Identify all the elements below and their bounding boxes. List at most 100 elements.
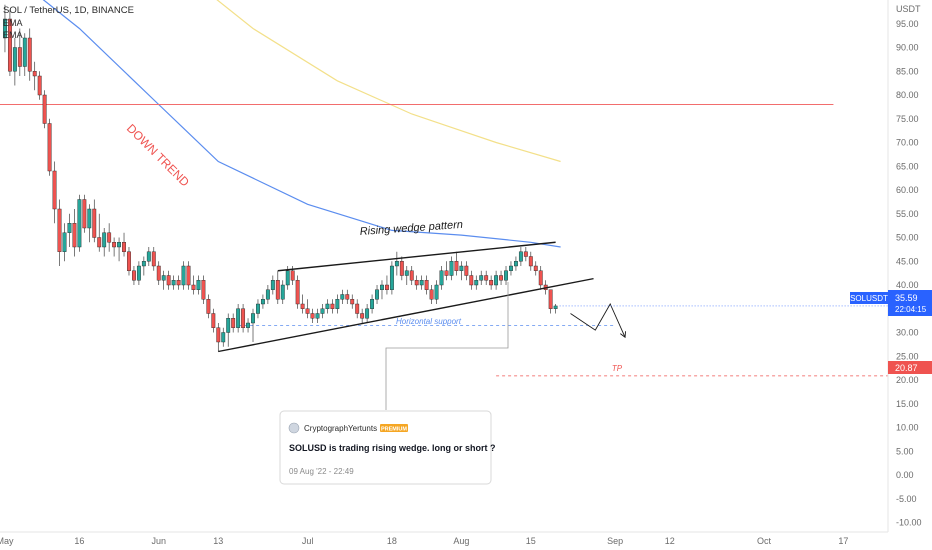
candle[interactable] — [474, 275, 479, 290]
candle[interactable] — [394, 251, 399, 276]
candle[interactable] — [181, 261, 186, 290]
candle[interactable] — [439, 266, 444, 290]
wedge-upper-line[interactable] — [277, 241, 556, 272]
candle[interactable] — [305, 299, 310, 319]
candle[interactable] — [166, 270, 171, 290]
candle[interactable] — [117, 237, 121, 262]
candle[interactable] — [67, 213, 72, 247]
candle[interactable] — [127, 247, 131, 276]
wedge-lower-line[interactable] — [218, 277, 594, 353]
candle[interactable] — [57, 199, 62, 267]
candle[interactable] — [141, 256, 146, 276]
idea-title[interactable]: SOLUSD is trading rising wedge. long or … — [289, 443, 496, 453]
author-name[interactable]: CryptographYertunts — [304, 424, 377, 433]
candle[interactable] — [484, 270, 489, 285]
candle[interactable] — [370, 294, 375, 314]
candle[interactable] — [355, 299, 360, 319]
candle[interactable] — [72, 209, 77, 257]
candle[interactable] — [211, 308, 216, 333]
idea-card[interactable]: CryptographYertunts PREMIUM SOLUSD is tr… — [279, 410, 496, 485]
candle[interactable] — [419, 275, 424, 290]
candle[interactable] — [345, 289, 350, 304]
candle[interactable] — [176, 275, 181, 290]
candle[interactable] — [280, 280, 285, 304]
candle[interactable] — [409, 266, 414, 285]
candle[interactable] — [375, 285, 379, 304]
candle[interactable] — [156, 261, 161, 285]
candle[interactable] — [42, 90, 47, 129]
candle[interactable] — [360, 308, 365, 323]
candle[interactable] — [191, 275, 196, 295]
candle[interactable] — [241, 304, 246, 333]
candle[interactable] — [509, 261, 513, 276]
candle[interactable] — [325, 299, 330, 314]
candle[interactable] — [538, 266, 543, 290]
candle[interactable] — [523, 247, 528, 262]
candle[interactable] — [365, 304, 370, 323]
candle[interactable] — [122, 232, 126, 257]
candle[interactable] — [52, 161, 57, 224]
candle[interactable] — [533, 261, 538, 276]
candle[interactable] — [489, 275, 494, 290]
candle[interactable] — [479, 270, 484, 285]
candle[interactable] — [3, 4, 7, 53]
candle[interactable] — [136, 261, 141, 285]
candle[interactable] — [77, 194, 82, 252]
candle[interactable] — [196, 275, 201, 295]
candle[interactable] — [251, 308, 255, 342]
candle[interactable] — [22, 33, 27, 76]
candle[interactable] — [231, 313, 236, 333]
candle[interactable] — [414, 275, 419, 290]
candle[interactable] — [226, 313, 231, 347]
candle[interactable] — [275, 270, 280, 304]
candle[interactable] — [385, 275, 389, 295]
candle[interactable] — [171, 275, 176, 290]
candle[interactable] — [206, 294, 211, 319]
candle[interactable] — [32, 61, 37, 91]
candle[interactable] — [464, 261, 469, 281]
candle[interactable] — [434, 280, 439, 304]
candle[interactable] — [7, 9, 12, 77]
candle[interactable] — [330, 299, 335, 314]
candle[interactable] — [380, 280, 384, 300]
candle[interactable] — [513, 256, 518, 271]
candle[interactable] — [528, 251, 533, 271]
candle[interactable] — [97, 213, 102, 252]
candle[interactable] — [87, 204, 92, 243]
candle[interactable] — [221, 327, 226, 347]
candle[interactable] — [499, 270, 503, 285]
candle[interactable] — [504, 266, 508, 285]
candle[interactable] — [161, 270, 166, 290]
candle[interactable] — [399, 256, 404, 281]
candle[interactable] — [295, 275, 300, 309]
candle[interactable] — [270, 275, 275, 295]
candle[interactable] — [151, 247, 156, 271]
candle[interactable] — [265, 285, 270, 304]
candle[interactable] — [449, 256, 454, 281]
candle[interactable] — [454, 251, 459, 276]
candle[interactable] — [216, 323, 221, 352]
tp-price-badge[interactable]: 20.87 — [888, 361, 932, 374]
candle[interactable] — [494, 270, 499, 290]
candle[interactable] — [350, 294, 355, 309]
candle[interactable] — [92, 199, 97, 243]
candle[interactable] — [27, 28, 32, 81]
symbol-price-badge[interactable]: SOLUSDT 35.59 22:04:15 — [850, 290, 932, 316]
candle[interactable] — [444, 261, 449, 281]
candle[interactable] — [37, 71, 42, 100]
candle[interactable] — [107, 223, 112, 252]
candle[interactable] — [300, 294, 305, 314]
candle[interactable] — [404, 266, 409, 285]
candle[interactable] — [459, 261, 464, 281]
candle[interactable] — [186, 261, 191, 290]
candle[interactable] — [236, 304, 241, 333]
candle[interactable] — [424, 275, 429, 295]
candle[interactable] — [201, 275, 206, 305]
candle[interactable] — [553, 304, 558, 314]
candle[interactable] — [518, 247, 523, 266]
author-avatar[interactable] — [288, 422, 300, 434]
candle[interactable] — [340, 289, 345, 304]
candle[interactable] — [315, 308, 320, 323]
candle[interactable] — [335, 294, 340, 314]
candle[interactable] — [548, 289, 553, 314]
